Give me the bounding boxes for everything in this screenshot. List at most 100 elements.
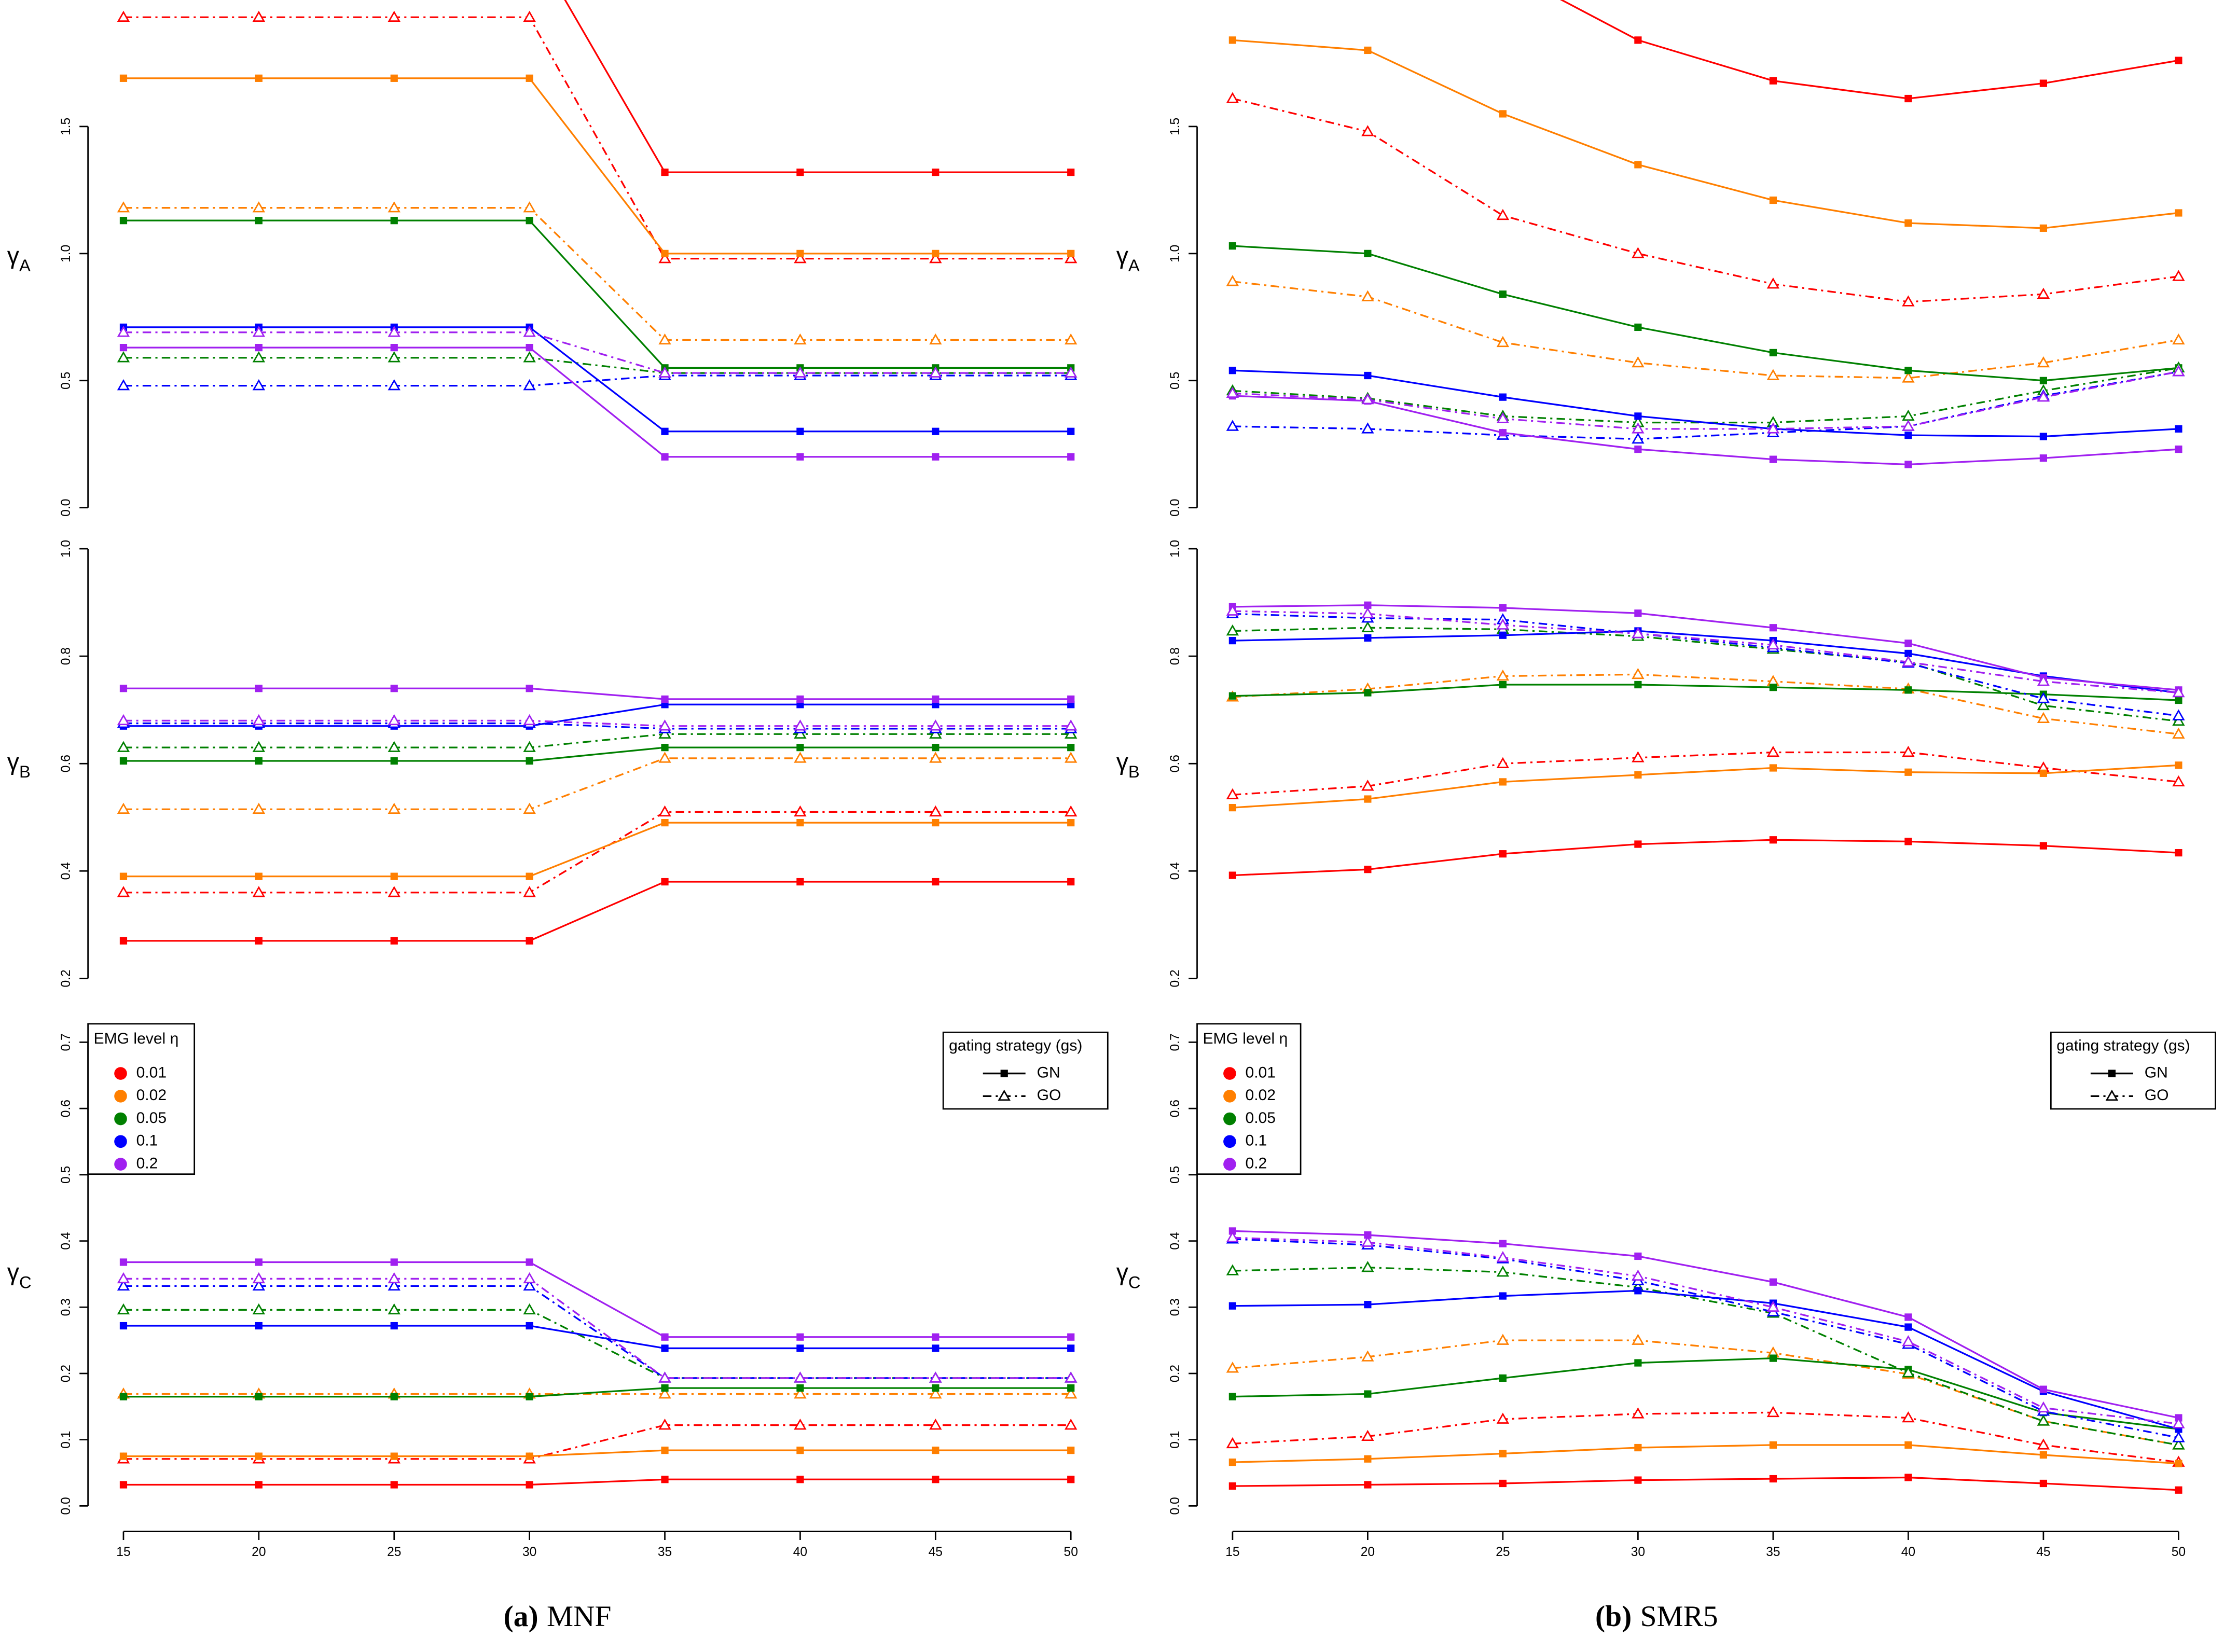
marker-square xyxy=(932,168,940,176)
marker-square xyxy=(390,74,398,82)
legend-label: 0.1 xyxy=(136,1132,158,1149)
marker-square xyxy=(390,1452,398,1460)
marker-triangle xyxy=(1226,1437,1239,1449)
y-tick-label: 0.5 xyxy=(1168,372,1182,390)
y-tick-label: 1.0 xyxy=(1168,540,1182,558)
marker-triangle xyxy=(388,201,400,213)
marker-square xyxy=(1499,1292,1507,1300)
marker-square xyxy=(119,1258,128,1266)
marker-square xyxy=(1499,1450,1507,1457)
marker-square xyxy=(526,1393,533,1400)
y-tick-label: 0.2 xyxy=(59,969,73,987)
marker-square xyxy=(1067,1476,1075,1483)
marker-triangle xyxy=(1226,604,1239,616)
marker-triangle xyxy=(929,719,942,731)
marker-square xyxy=(1364,1231,1372,1239)
marker-triangle xyxy=(929,252,942,263)
marker-square xyxy=(526,685,533,692)
marker-square xyxy=(2039,224,2048,232)
marker-triangle xyxy=(117,1279,130,1291)
marker-triangle xyxy=(794,805,807,817)
marker-square xyxy=(661,1476,669,1483)
marker-triangle xyxy=(1632,751,1645,762)
legend-label: 0.05 xyxy=(1245,1109,1276,1127)
marker-triangle xyxy=(998,1089,1011,1101)
marker-square xyxy=(1499,290,1507,298)
marker-triangle xyxy=(252,351,266,363)
marker-triangle xyxy=(523,1303,536,1315)
marker-triangle xyxy=(2172,727,2185,739)
marker-square xyxy=(255,1481,263,1489)
marker-square xyxy=(932,1344,940,1352)
marker-triangle xyxy=(658,333,671,345)
marker-triangle xyxy=(1766,638,1780,650)
marker-triangle xyxy=(1766,745,1780,757)
y-tick-label: 1.0 xyxy=(59,245,73,262)
marker-triangle xyxy=(2172,1438,2185,1450)
marker-square xyxy=(1228,242,1236,250)
marker-triangle xyxy=(1361,621,1374,632)
series-line xyxy=(1232,98,2179,303)
marker-square xyxy=(1067,453,1075,461)
marker-square xyxy=(2175,849,2182,857)
marker-square xyxy=(1634,840,1642,848)
marker-square xyxy=(932,1333,940,1341)
marker-square xyxy=(1634,771,1642,779)
marker-triangle xyxy=(117,1303,130,1315)
marker-square xyxy=(2039,433,2048,440)
marker-square xyxy=(932,1384,940,1392)
series-line xyxy=(1232,395,2179,466)
marker-square xyxy=(1067,695,1075,703)
caption: (b) SMR5 xyxy=(1595,1600,1718,1633)
marker-square xyxy=(390,872,398,880)
marker-triangle xyxy=(1902,420,1915,431)
y-tick-label: 1.0 xyxy=(1168,245,1182,262)
marker-triangle xyxy=(1632,247,1645,258)
y-tick-label: 0.5 xyxy=(1168,1166,1182,1184)
marker-triangle xyxy=(1226,624,1239,636)
legend-title: gating strategy (gs) xyxy=(949,1037,1082,1054)
marker-square xyxy=(526,344,533,352)
marker-square xyxy=(1769,1441,1777,1449)
marker-triangle xyxy=(794,1371,807,1383)
marker-triangle xyxy=(1632,627,1645,638)
marker-square xyxy=(1364,249,1372,257)
marker-square xyxy=(1364,689,1372,697)
plot-area xyxy=(117,0,1078,461)
series-line xyxy=(123,346,1071,458)
marker-triangle xyxy=(658,805,671,817)
marker-square xyxy=(255,344,263,352)
marker-square xyxy=(661,695,669,703)
marker-square xyxy=(932,249,940,257)
marker-triangle xyxy=(1766,1406,1780,1418)
y-axis-label-sub: A xyxy=(1128,256,1140,275)
marker-triangle xyxy=(1065,727,1078,739)
series-line xyxy=(123,757,1071,810)
series-line xyxy=(123,1278,1071,1379)
marker-triangle xyxy=(388,351,400,363)
marker-triangle xyxy=(117,714,130,726)
marker-square xyxy=(526,217,533,225)
marker-triangle xyxy=(1766,277,1780,289)
series-line xyxy=(123,746,1071,762)
marker-triangle xyxy=(117,326,130,337)
marker-square xyxy=(796,427,804,435)
marker-triangle xyxy=(1496,1251,1510,1262)
marker-square xyxy=(1769,684,1777,691)
marker-square xyxy=(1067,1344,1075,1352)
x-tick-label: 50 xyxy=(1064,1545,1078,1559)
series-line xyxy=(123,687,1071,700)
series-line xyxy=(1232,610,2179,694)
marker-triangle xyxy=(658,366,671,378)
marker-triangle xyxy=(794,719,807,731)
marker-square xyxy=(1634,681,1642,689)
marker-square xyxy=(2175,696,2182,704)
marker-triangle xyxy=(388,326,400,337)
marker-square xyxy=(1904,838,1912,845)
marker-triangle xyxy=(1226,1362,1239,1373)
legend-label: 0.05 xyxy=(136,1109,167,1127)
y-tick-label: 0.2 xyxy=(1168,969,1182,987)
marker-square xyxy=(1364,1481,1372,1489)
marker-triangle xyxy=(252,886,266,897)
marker-square xyxy=(526,1322,533,1330)
